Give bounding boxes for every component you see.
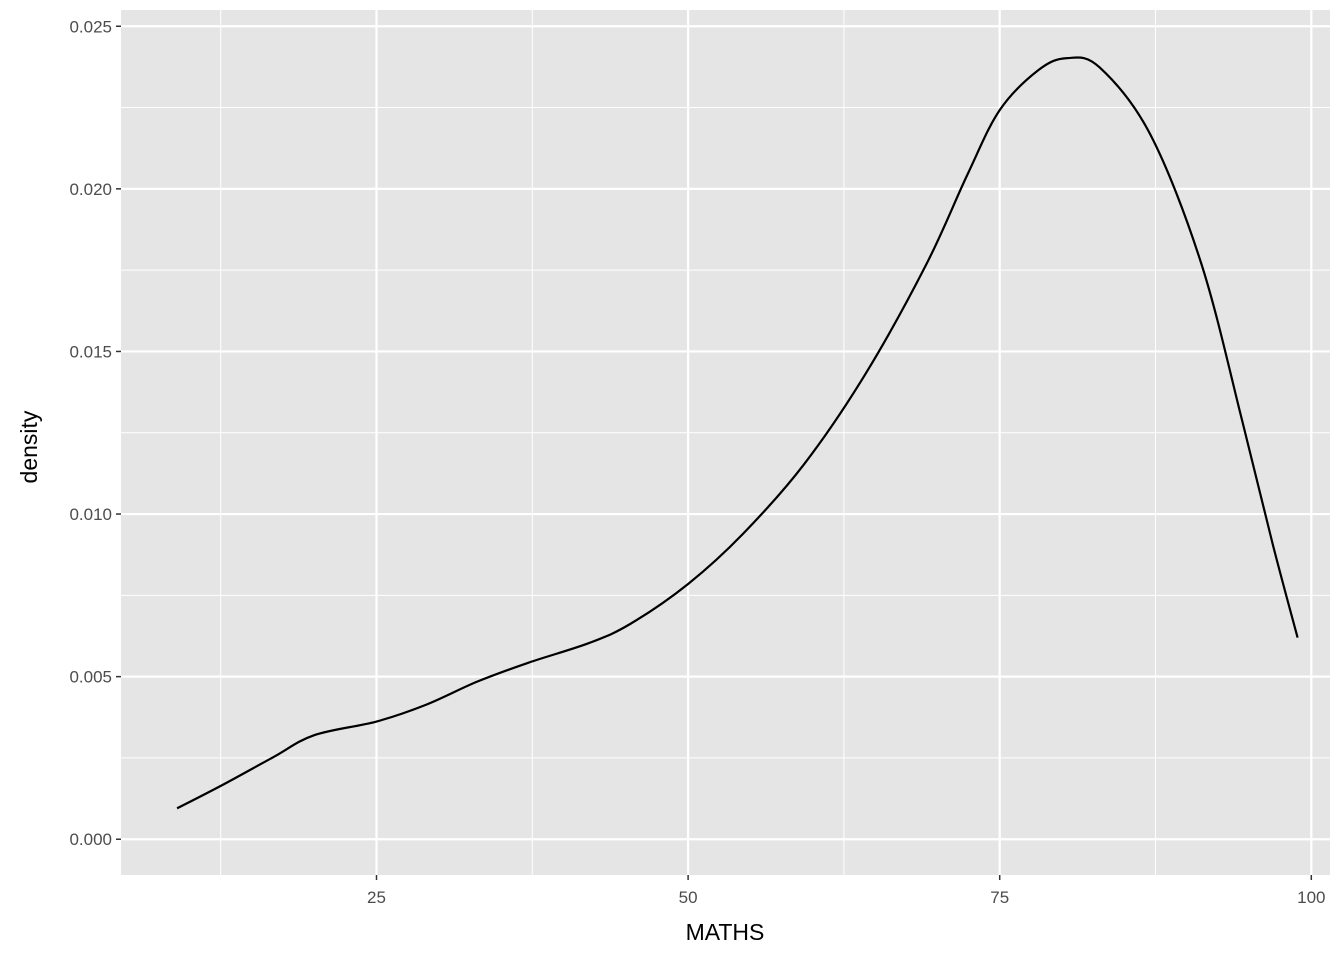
x-tick-label: 100 [1297, 888, 1325, 907]
y-tick-label: 0.005 [69, 668, 112, 687]
x-tick-label: 25 [367, 888, 386, 907]
y-tick-label: 0.020 [69, 180, 112, 199]
density-series [176, 56, 1299, 810]
x-axis: 25 50 75 100 [367, 875, 1325, 907]
plot-panel [121, 10, 1330, 875]
y-axis-title: density [16, 410, 42, 483]
y-tick-label: 0.025 [69, 17, 112, 36]
y-axis: 0.000 0.005 0.010 0.015 0.020 0.025 [69, 17, 121, 849]
x-tick-label: 75 [990, 888, 1009, 907]
minor-gridlines [121, 10, 1330, 875]
x-axis-title: MATHS [686, 919, 765, 945]
major-gridlines [121, 10, 1330, 875]
y-tick-label: 0.010 [69, 505, 112, 524]
y-tick-label: 0.000 [69, 830, 112, 849]
y-tick-label: 0.015 [69, 342, 112, 361]
x-tick-label: 50 [679, 888, 698, 907]
density-line [176, 56, 1299, 810]
